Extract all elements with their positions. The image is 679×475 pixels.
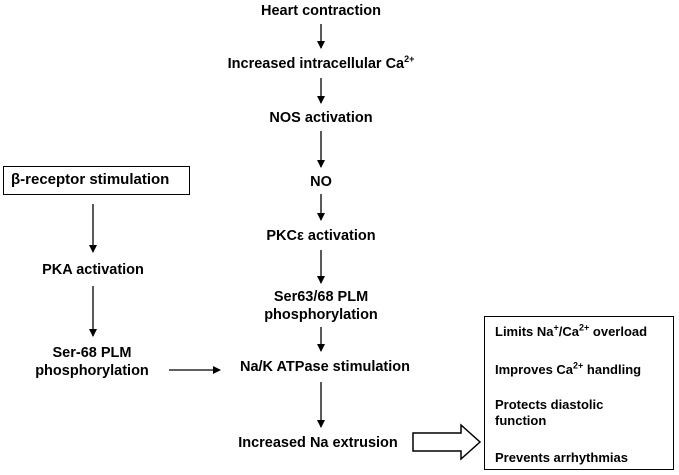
node-no: NO bbox=[310, 174, 332, 190]
block-arrow-to-effects bbox=[412, 423, 482, 461]
effect-improves-ca-handling: Improves Ca2+ handling bbox=[495, 360, 642, 377]
node-heart-contraction: Heart contraction bbox=[260, 3, 382, 19]
node-beta-receptor-stimulation: β-receptor stimulation bbox=[11, 171, 170, 188]
node-ser63-68-plm-phosphorylation: Ser63/68 PLM phosphorylation bbox=[264, 288, 378, 324]
effect-limits-overload: Limits Na+/Ca2+ overload bbox=[495, 322, 648, 339]
node-ser68-plm-phosphorylation: Ser-68 PLM phosphorylation bbox=[35, 344, 149, 380]
node-nak-atpase-stimulation: Na/K ATPase stimulation bbox=[239, 359, 411, 375]
node-ser68-line1: Ser-68 PLM bbox=[52, 345, 132, 361]
node-nos-activation: NOS activation bbox=[269, 110, 373, 126]
effect-protects-diastolic-function: Protects diastolic function bbox=[495, 397, 604, 428]
node-increased-intracellular-ca: Increased intracellular Ca2+ bbox=[227, 54, 415, 72]
node-ser68-line2: phosphorylation bbox=[35, 363, 149, 379]
node-ser63-68-line1: Ser63/68 PLM bbox=[273, 289, 369, 305]
effect-prevents-arrhythmias: Prevents arrhythmias bbox=[495, 450, 628, 465]
node-pka-activation: PKA activation bbox=[42, 262, 144, 278]
node-increased-na-extrusion: Increased Na extrusion bbox=[238, 435, 398, 451]
beta-receptor-box bbox=[3, 166, 190, 195]
node-ser63-68-line2: phosphorylation bbox=[264, 307, 378, 323]
node-pkc-epsilon-activation: PKCε activation bbox=[266, 228, 376, 244]
effects-box: Limits Na+/Ca2+ overload Improves Ca2+ h… bbox=[484, 316, 674, 470]
